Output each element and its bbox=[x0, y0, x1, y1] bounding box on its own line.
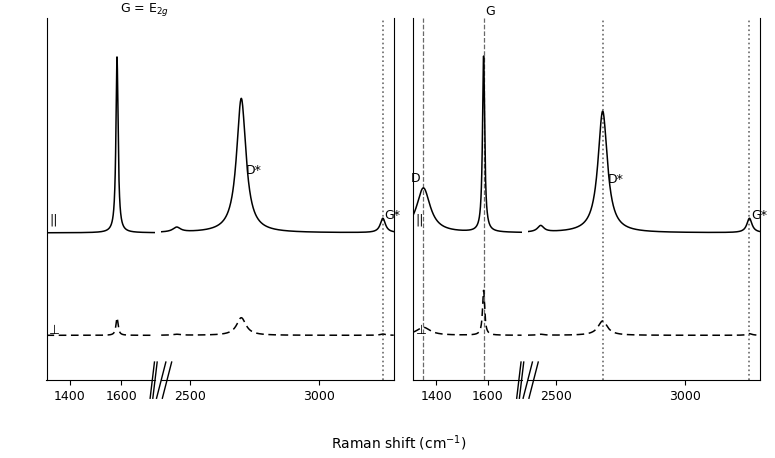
Text: D*: D* bbox=[246, 164, 262, 177]
Text: D: D bbox=[412, 172, 421, 185]
Text: G: G bbox=[486, 5, 495, 18]
Text: D*: D* bbox=[608, 173, 623, 186]
Text: ||: || bbox=[415, 213, 424, 226]
Text: ⊥: ⊥ bbox=[415, 324, 426, 337]
Text: G*: G* bbox=[751, 209, 767, 223]
Text: G*: G* bbox=[384, 209, 401, 223]
Text: Raman shift (cm$^{-1}$): Raman shift (cm$^{-1}$) bbox=[332, 434, 467, 453]
Text: ⊥: ⊥ bbox=[49, 324, 60, 337]
Text: G = E$_{2g}$: G = E$_{2g}$ bbox=[119, 1, 168, 18]
Text: ||: || bbox=[49, 213, 57, 226]
